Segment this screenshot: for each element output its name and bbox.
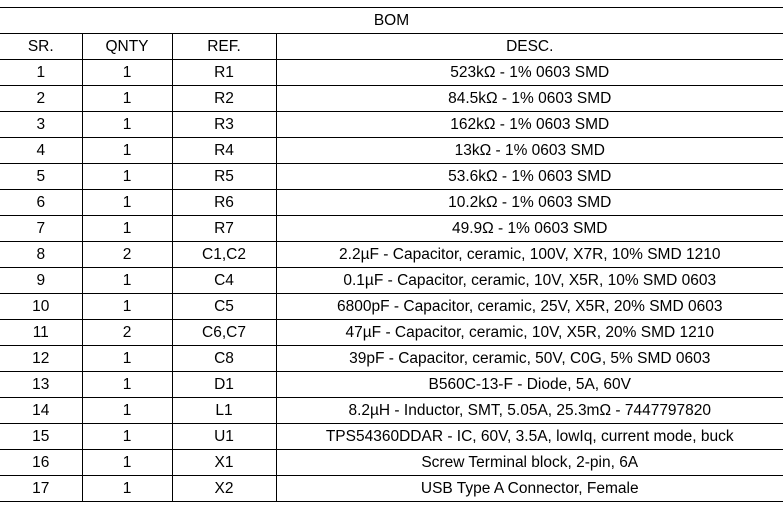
table-row: 8 2 C1,C2 2.2µF - Capacitor, ceramic, 100V,… — [0, 241, 783, 268]
cell-desc: TPS54360DDAR - IC, 60V, 3.5A, lowIq, cur… — [276, 423, 783, 450]
cell-desc: B560C-13-F - Diode, 5A, 60V — [276, 371, 783, 398]
cell-ref: R1 — [172, 59, 277, 86]
cell-desc: 53.6kΩ - 1% 0603 SMD — [276, 163, 783, 190]
cell-sr: 16 — [0, 449, 83, 476]
header-desc: DESC. — [276, 33, 783, 60]
table-row: 4 1 R4 13kΩ - 1% 0603 SMD — [0, 137, 783, 164]
cell-sr: 12 — [0, 345, 83, 372]
table-row: 3 1 R3 162kΩ - 1% 0603 SMD — [0, 111, 783, 138]
cell-desc: 2.2µF - Capacitor, ceramic, 100V, X7R, 1… — [276, 241, 783, 268]
cell-ref: X1 — [172, 449, 277, 476]
cell-qnty: 1 — [82, 59, 173, 86]
table-title: BOM — [0, 7, 783, 34]
table-row: 9 1 C4 0.1µF - Capacitor, ceramic, 10V, X5R… — [0, 267, 783, 294]
cell-qnty: 1 — [82, 449, 173, 476]
cell-ref: C1,C2 — [172, 241, 277, 268]
table-row: 7 1 R7 49.9Ω - 1% 0603 SMD — [0, 215, 783, 242]
cell-sr: 1 — [0, 59, 83, 86]
cell-qnty: 1 — [82, 137, 173, 164]
cell-sr: 8 — [0, 241, 83, 268]
table-row: 11 2 C6,C7 47µF - Capacitor, ceramic, 10V, … — [0, 319, 783, 346]
cell-ref: U1 — [172, 423, 277, 450]
cell-desc: 8.2µH - Inductor, SMT, 5.05A, 25.3mΩ - 7… — [276, 397, 783, 424]
cell-ref: D1 — [172, 371, 277, 398]
cell-sr: 6 — [0, 189, 83, 216]
cell-desc: 523kΩ - 1% 0603 SMD — [276, 59, 783, 86]
cell-desc: 6800pF - Capacitor, ceramic, 25V, X5R, 2… — [276, 293, 783, 320]
cell-sr: 15 — [0, 423, 83, 450]
cell-qnty: 1 — [82, 423, 173, 450]
table-row: 14 1 L1 8.2µH - Inductor, SMT, 5.05A, 25.3m… — [0, 397, 783, 424]
cell-sr: 17 — [0, 475, 83, 502]
header-ref: REF. — [172, 33, 277, 60]
table-row: 6 1 R6 10.2kΩ - 1% 0603 SMD — [0, 189, 783, 216]
cell-ref: C4 — [172, 267, 277, 294]
cell-sr: 9 — [0, 267, 83, 294]
cell-ref: C8 — [172, 345, 277, 372]
cell-sr: 10 — [0, 293, 83, 320]
cell-sr: 13 — [0, 371, 83, 398]
cell-desc: 10.2kΩ - 1% 0603 SMD — [276, 189, 783, 216]
cell-desc: 49.9Ω - 1% 0603 SMD — [276, 215, 783, 242]
header-qnty: QNTY — [82, 33, 173, 60]
cell-ref: C6,C7 — [172, 319, 277, 346]
cell-ref: R7 — [172, 215, 277, 242]
cell-qnty: 1 — [82, 189, 173, 216]
table-row: 10 1 C5 6800pF - Capacitor, ceramic, 25V, X… — [0, 293, 783, 320]
cell-qnty: 1 — [82, 85, 173, 112]
bom-body: 1 1 R1 523kΩ - 1% 0603 SMD 2 1 R2 84.5kΩ - 1% 0… — [0, 59, 783, 502]
cell-ref: X2 — [172, 475, 277, 502]
cell-qnty: 1 — [82, 397, 173, 424]
cell-qnty: 1 — [82, 215, 173, 242]
header-sr: SR. — [0, 33, 83, 60]
cell-ref: R3 — [172, 111, 277, 138]
cell-qnty: 1 — [82, 293, 173, 320]
table-title-row: BOM — [0, 7, 783, 34]
cell-qnty: 1 — [82, 371, 173, 398]
cell-qnty: 1 — [82, 345, 173, 372]
cell-sr: 2 — [0, 85, 83, 112]
cell-qnty: 1 — [82, 267, 173, 294]
cell-sr: 7 — [0, 215, 83, 242]
cell-ref: R2 — [172, 85, 277, 112]
cell-ref: R4 — [172, 137, 277, 164]
table-row: 2 1 R2 84.5kΩ - 1% 0603 SMD — [0, 85, 783, 112]
header-row: SR. QNTY REF. DESC. — [0, 33, 783, 60]
table-row: 15 1 U1 TPS54360DDAR - IC, 60V, 3.5A, lowIq… — [0, 423, 783, 450]
cell-desc: Screw Terminal block, 2-pin, 6A — [276, 449, 783, 476]
table-row: 1 1 R1 523kΩ - 1% 0603 SMD — [0, 59, 783, 86]
cell-ref: R5 — [172, 163, 277, 190]
cell-qnty: 1 — [82, 163, 173, 190]
cell-desc: 13kΩ - 1% 0603 SMD — [276, 137, 783, 164]
bom-table: BOM SR. QNTY REF. DESC. 1 1 R1 523kΩ - 1% 0… — [0, 7, 783, 502]
table-row: 5 1 R5 53.6kΩ - 1% 0603 SMD — [0, 163, 783, 190]
cell-desc: 84.5kΩ - 1% 0603 SMD — [276, 85, 783, 112]
cell-sr: 4 — [0, 137, 83, 164]
cell-sr: 3 — [0, 111, 83, 138]
cell-desc: USB Type A Connector, Female — [276, 475, 783, 502]
cell-desc: 162kΩ - 1% 0603 SMD — [276, 111, 783, 138]
cell-qnty: 1 — [82, 111, 173, 138]
cell-desc: 39pF - Capacitor, ceramic, 50V, C0G, 5% … — [276, 345, 783, 372]
cell-ref: C5 — [172, 293, 277, 320]
cell-qnty: 2 — [82, 319, 173, 346]
table-row: 13 1 D1 B560C-13-F - Diode, 5A, 60V — [0, 371, 783, 398]
table-row: 17 1 X2 USB Type A Connector, Female — [0, 475, 783, 502]
cell-desc: 47µF - Capacitor, ceramic, 10V, X5R, 20%… — [276, 319, 783, 346]
cell-qnty: 1 — [82, 475, 173, 502]
cell-desc: 0.1µF - Capacitor, ceramic, 10V, X5R, 10… — [276, 267, 783, 294]
cell-qnty: 2 — [82, 241, 173, 268]
cell-ref: R6 — [172, 189, 277, 216]
cell-ref: L1 — [172, 397, 277, 424]
table-row: 16 1 X1 Screw Terminal block, 2-pin, 6A — [0, 449, 783, 476]
cell-sr: 11 — [0, 319, 83, 346]
table-row: 12 1 C8 39pF - Capacitor, ceramic, 50V, C0G… — [0, 345, 783, 372]
cell-sr: 14 — [0, 397, 83, 424]
cell-sr: 5 — [0, 163, 83, 190]
